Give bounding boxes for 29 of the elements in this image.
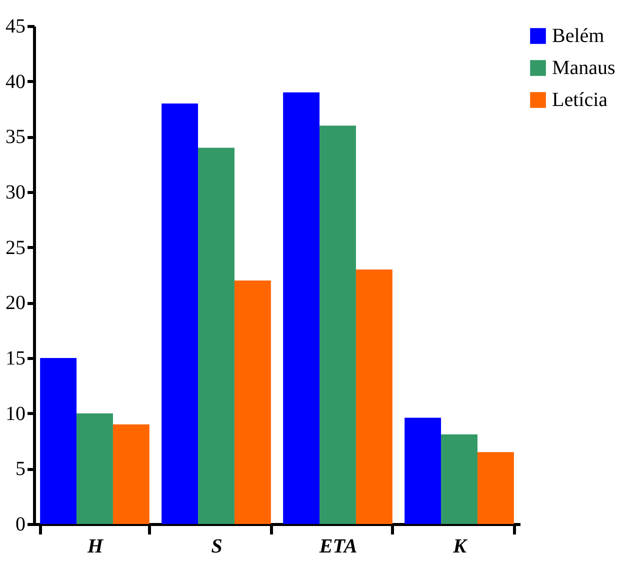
y-tick-label: 0 [16,514,26,536]
bar [162,103,198,524]
y-tick-label: 35 [6,126,26,148]
y-tick-label: 15 [6,348,26,370]
bar [441,434,478,524]
bar [477,452,514,524]
bar [112,424,150,524]
y-tick-label: 30 [6,182,26,204]
legend-label: Belém [552,25,605,47]
bar [198,148,234,524]
y-tick-label: 5 [16,458,26,480]
x-tick-label: H [86,536,104,558]
y-tick-label: 10 [6,402,26,425]
y-tick-label: 40 [6,70,26,93]
bar [40,358,77,524]
y-tick-label: 20 [6,292,26,314]
bar [404,418,442,524]
bar [234,280,271,524]
x-tick-label: ETA [318,536,358,558]
bar [283,92,320,524]
bar [76,413,113,524]
bar [320,126,356,524]
y-tick-label: 45 [6,16,26,38]
bar [356,269,392,524]
legend-label: Manaus [552,57,616,79]
x-tick-label: S [211,536,222,558]
y-tick-label: 25 [6,236,26,259]
legend-label: Letícia [552,89,608,111]
x-tick-label: K [452,536,468,558]
